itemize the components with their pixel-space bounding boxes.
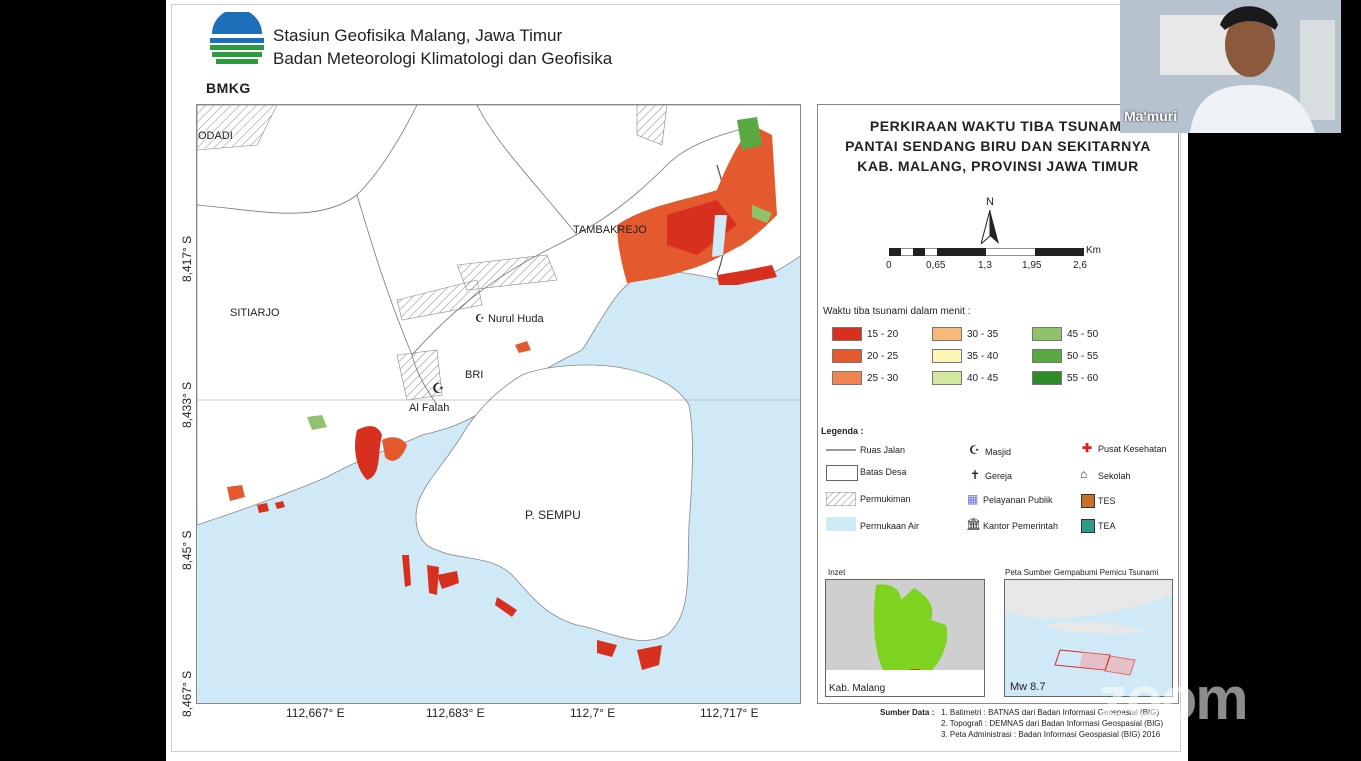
legend-sekolah: Sekolah [1098,471,1131,481]
tsunami-class-label: 50 - 55 [1067,351,1099,362]
mosque-icon: ☪ [475,313,485,325]
participant-name: Ma'muri [1124,108,1178,124]
tsunami-class-label: 35 - 40 [967,351,999,362]
lon-tick: 112,683° E [426,706,485,720]
map-drawing [197,105,800,670]
tsunami-class-swatch [832,327,862,341]
quake-title: Peta Sumber Gempabumi Pemicu Tsunami [1005,568,1159,577]
inset-map [825,579,985,697]
tsunami-class-swatch [1032,327,1062,341]
scale-value: 0,65 [926,260,946,271]
source-1: 1. Batimetri : BATNAS dari Badan Informa… [941,708,1160,717]
health-center-icon: ✚ [1082,441,1093,455]
church-icon: ✝ [970,468,981,482]
legend-pelayanan-publik: Pelayanan Publik [983,495,1053,505]
scale-bar [889,248,1084,256]
place-sempu: P. SEMPU [525,508,581,522]
tsunami-class-label: 20 - 25 [867,351,899,362]
source-heading: Sumber Data : [880,708,935,717]
tsunami-class-swatch [932,327,962,341]
bmkg-logo-text: BMKG [206,80,251,96]
scale-value: 1,3 [978,260,992,271]
legend-batas-desa: Batas Desa [860,467,907,477]
lat-tick: 8,467° S [180,670,194,717]
lon-tick: 112,717° E [700,706,759,720]
tea-icon [1081,519,1095,533]
legend-panel [817,104,1179,704]
legend-permukaan-air: Permukaan Air [860,521,920,531]
place-tambakrejo: TAMBAKREJO [573,224,647,236]
header-station: Stasiun Geofisika Malang, Jawa Timur [273,26,563,45]
legend-ruas-jalan: Ruas Jalan [860,445,906,455]
legend-heading: Legenda : [821,426,864,436]
legend-tea: TEA [1098,521,1116,531]
tsunami-class-swatch [832,349,862,363]
legend-gereja: Gereja [985,471,1013,481]
tsunami-map [196,104,801,704]
north-arrow-icon [981,210,999,244]
inset-drawing [826,580,984,696]
road-symbol [826,449,856,451]
school-icon: ⌂ [1080,467,1088,481]
mosque-icon: ☪ [432,380,445,396]
lat-tick: 8,433° S [180,381,194,428]
scale-value: 0 [886,260,892,271]
map-frame [171,4,1181,752]
participant-video-frame [1120,0,1341,133]
quake-magnitude: Mw 8.7 [1010,681,1046,693]
inset-label: Kab. Malang [829,683,886,694]
quake-drawing [1005,580,1172,676]
participant-video[interactable] [1120,0,1341,133]
tsunami-class-swatch [932,349,962,363]
inset-title: Inzet [828,568,846,577]
tsunami-class-swatch [1032,371,1062,385]
panel-title-1: PERKIRAAN WAKTU TIBA TSUNAMI [869,118,1127,134]
tsunami-class-label: 15 - 20 [867,329,899,340]
lat-tick: 8,417° S [180,235,194,282]
place-al-falah: Al Falah [409,402,450,414]
panel-title-2: PANTAI SENDANG BIRU DAN SEKITARNYA [845,138,1151,154]
legend-pusat-kesehatan: Pusat Kesehatan [1098,444,1167,454]
tsunami-class-swatch [932,371,962,385]
place-odadi: ODADI [198,130,233,142]
boundary-symbol [826,465,858,481]
tes-icon [1081,494,1095,508]
place-sitiarjo: SITIARJO [230,307,280,319]
panel-title-3: KAB. MALANG, PROVINSI JAWA TIMUR [857,158,1139,174]
north-label: N [986,196,994,208]
header-agency: Badan Meteorologi Klimatologi dan Geofis… [273,49,613,68]
lon-tick: 112,667° E [286,706,345,720]
lat-tick: 8,45° S [180,530,194,571]
government-office-icon: 🏛 [966,517,982,531]
source-2: 2. Topografi : DEMNAS dari Badan Informa… [941,719,1164,728]
legend-masjid: Masjid [985,447,1012,457]
settlement-symbol [826,492,856,506]
place-bri: BRI [465,369,484,381]
legend-kantor-pemerintah: Kantor Pemerintah [983,521,1059,531]
bmkg-logo [206,9,268,74]
mosque-icon: ☪ [969,443,980,457]
scale-unit: Km [1086,245,1101,256]
tsunami-class-swatch [832,371,862,385]
tsunami-heading: Waktu tiba tsunami dalam menit : [823,306,971,317]
zoom-watermark: zoom [1098,665,1249,732]
water-symbol [826,517,856,531]
source-3: 3. Peta Administrasi : Badan Informasi G… [941,730,1161,739]
place-nurul-huda: ☪ Nurul Huda [475,313,544,325]
legend-permukiman: Permukiman [860,494,911,504]
lon-tick: 112,7° E [570,706,616,720]
public-service-icon: ▦ [967,492,979,506]
tsunami-class-label: 40 - 45 [967,373,999,384]
scale-value: 1,95 [1022,260,1042,271]
legend-tes: TES [1098,496,1116,506]
tsunami-class-label: 45 - 50 [1067,329,1099,340]
tsunami-class-label: 55 - 60 [1067,373,1099,384]
quake-map [1004,579,1173,697]
scale-value: 2,6 [1073,260,1087,271]
tsunami-class-label: 25 - 30 [867,373,899,384]
tsunami-class-label: 30 - 35 [967,329,999,340]
tsunami-class-swatch [1032,349,1062,363]
